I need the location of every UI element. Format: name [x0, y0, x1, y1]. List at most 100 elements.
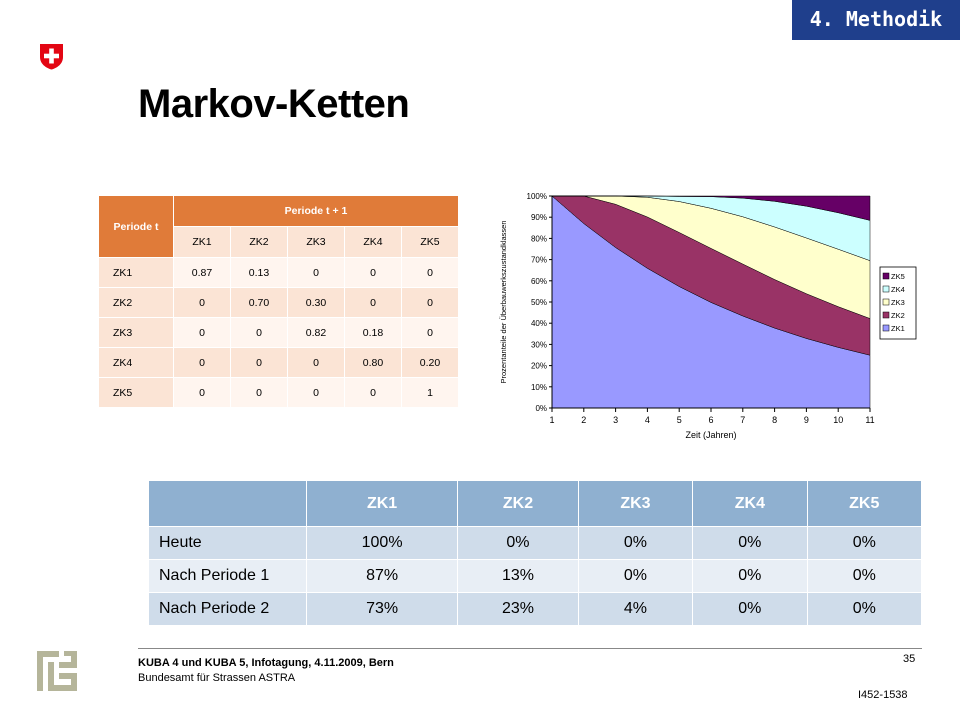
table-cell: 0%: [692, 592, 808, 626]
matrix-row-label: ZK2: [98, 287, 174, 318]
matrix-col-header: ZK2: [230, 226, 288, 258]
y-tick-label: 10%: [531, 383, 547, 392]
x-tick-label: 5: [677, 415, 682, 425]
legend-label: ZK5: [891, 272, 905, 281]
page-title: Markov-Ketten: [138, 82, 410, 126]
matrix-cell: 0: [344, 377, 402, 408]
table-cell: 0%: [806, 526, 923, 560]
matrix-cell: 0: [173, 347, 231, 378]
table-cell: 0%: [577, 526, 694, 560]
matrix-cell: 0: [230, 347, 288, 378]
table-col-header: ZK3: [577, 480, 694, 527]
matrix-row-label: ZK5: [98, 377, 174, 408]
matrix-col-header: ZK3: [287, 226, 345, 258]
table-cell: 0%: [692, 526, 808, 560]
x-tick-label: 10: [833, 415, 843, 425]
matrix-col-header: ZK5: [401, 226, 459, 258]
matrix-cell: 0: [173, 317, 231, 348]
table-row: Nach Periode 1 87% 13% 0% 0% 0%: [148, 559, 923, 593]
table-cell: 0%: [806, 559, 923, 593]
table-col-header: ZK4: [692, 480, 808, 527]
y-tick-label: 40%: [531, 319, 547, 328]
table-cell: 13%: [457, 559, 579, 593]
table-cell: 0%: [577, 559, 694, 593]
y-tick-label: 0%: [535, 404, 547, 413]
x-tick-label: 3: [613, 415, 618, 425]
matrix-cell: 0.13: [230, 257, 288, 288]
matrix-cell: 0.18: [344, 317, 402, 348]
table-cell: 73%: [305, 592, 459, 626]
matrix-cell: 0.30: [287, 287, 345, 318]
footer-divider: [138, 648, 922, 649]
area-series-zk5: [552, 195, 871, 221]
table-cell: 4%: [577, 592, 694, 626]
x-tick-label: 2: [581, 415, 586, 425]
matrix-cell: 0.20: [401, 347, 459, 378]
transition-matrix: Periode t Periode t + 1 ZK1 ZK2 ZK3 ZK4 …: [98, 195, 459, 408]
table-col-header: ZK5: [806, 480, 923, 527]
table-cell: 87%: [305, 559, 459, 593]
table-cell: 0%: [457, 526, 579, 560]
matrix-cell: 0.80: [344, 347, 402, 378]
table-corner: [148, 480, 307, 527]
matrix-cell: 0: [287, 377, 345, 408]
matrix-cell: 0: [401, 317, 459, 348]
table-row: Nach Periode 2 73% 23% 4% 0% 0%: [148, 592, 923, 626]
matrix-cell: 0.87: [173, 257, 231, 288]
matrix-cell: 0: [344, 257, 402, 288]
matrix-corner-label: Periode t: [98, 195, 174, 258]
table-row-label: Heute: [148, 526, 307, 560]
document-code: I452-1538: [858, 689, 908, 701]
y-tick-label: 80%: [531, 234, 547, 243]
y-tick-label: 70%: [531, 256, 547, 265]
x-tick-label: 8: [772, 415, 777, 425]
y-tick-label: 100%: [527, 192, 547, 201]
matrix-cell: 0: [401, 287, 459, 318]
probability-table: ZK1 ZK2 ZK3 ZK4 ZK5 Heute 100% 0% 0% 0% …: [148, 480, 923, 626]
legend-label: ZK4: [891, 285, 905, 294]
matrix-cell: 0: [344, 287, 402, 318]
legend-swatch: [882, 311, 890, 319]
matrix-cell: 1: [401, 377, 459, 408]
legend-swatch: [882, 285, 890, 293]
swiss-cross-logo: [40, 44, 63, 70]
x-tick-label: 11: [865, 415, 874, 425]
matrix-row-label: ZK1: [98, 257, 174, 288]
matrix-row-label: ZK3: [98, 317, 174, 348]
matrix-cell: 0.82: [287, 317, 345, 348]
legend-label: ZK1: [891, 324, 905, 333]
table-cell: 0%: [806, 592, 923, 626]
matrix-cell: 0: [287, 347, 345, 378]
institute-logo: [37, 651, 77, 691]
table-cell: 0%: [692, 559, 808, 593]
y-tick-label: 30%: [531, 340, 547, 349]
x-tick-label: 6: [708, 415, 713, 425]
legend-label: ZK3: [891, 298, 905, 307]
matrix-cell: 0: [173, 287, 231, 318]
table-cell: 100%: [305, 526, 459, 560]
x-tick-label: 7: [740, 415, 745, 425]
table-row-label: Nach Periode 2: [148, 592, 307, 626]
section-tag: 4. Methodik: [792, 0, 960, 40]
y-tick-label: 50%: [531, 298, 547, 307]
legend-swatch: [882, 298, 890, 306]
table-col-header: ZK1: [305, 480, 459, 527]
legend-swatch: [882, 324, 890, 332]
matrix-cell: 0: [401, 257, 459, 288]
matrix-cell: 0.70: [230, 287, 288, 318]
page-number: 35: [903, 653, 916, 665]
x-axis-label: Zeit (Jahren): [685, 430, 736, 440]
matrix-cell: 0: [230, 377, 288, 408]
matrix-col-header: ZK1: [173, 226, 231, 258]
legend-swatch: [882, 272, 890, 280]
footer-office: Bundesamt für Strassen ASTRA: [138, 672, 296, 684]
matrix-cell: 0: [230, 317, 288, 348]
table-row: Heute 100% 0% 0% 0% 0%: [148, 526, 923, 560]
table-row-label: Nach Periode 1: [148, 559, 307, 593]
matrix-row-label: ZK4: [98, 347, 174, 378]
x-tick-label: 4: [645, 415, 650, 425]
y-tick-label: 90%: [531, 213, 547, 222]
matrix-col-header: ZK4: [344, 226, 402, 258]
stacked-area-chart: 0% 10% 20% 30% 40% 50% 60% 70% 80% 90% 100% 1 2 3 4 5 6 7…: [499, 192, 917, 440]
y-tick-label: 20%: [531, 362, 547, 371]
